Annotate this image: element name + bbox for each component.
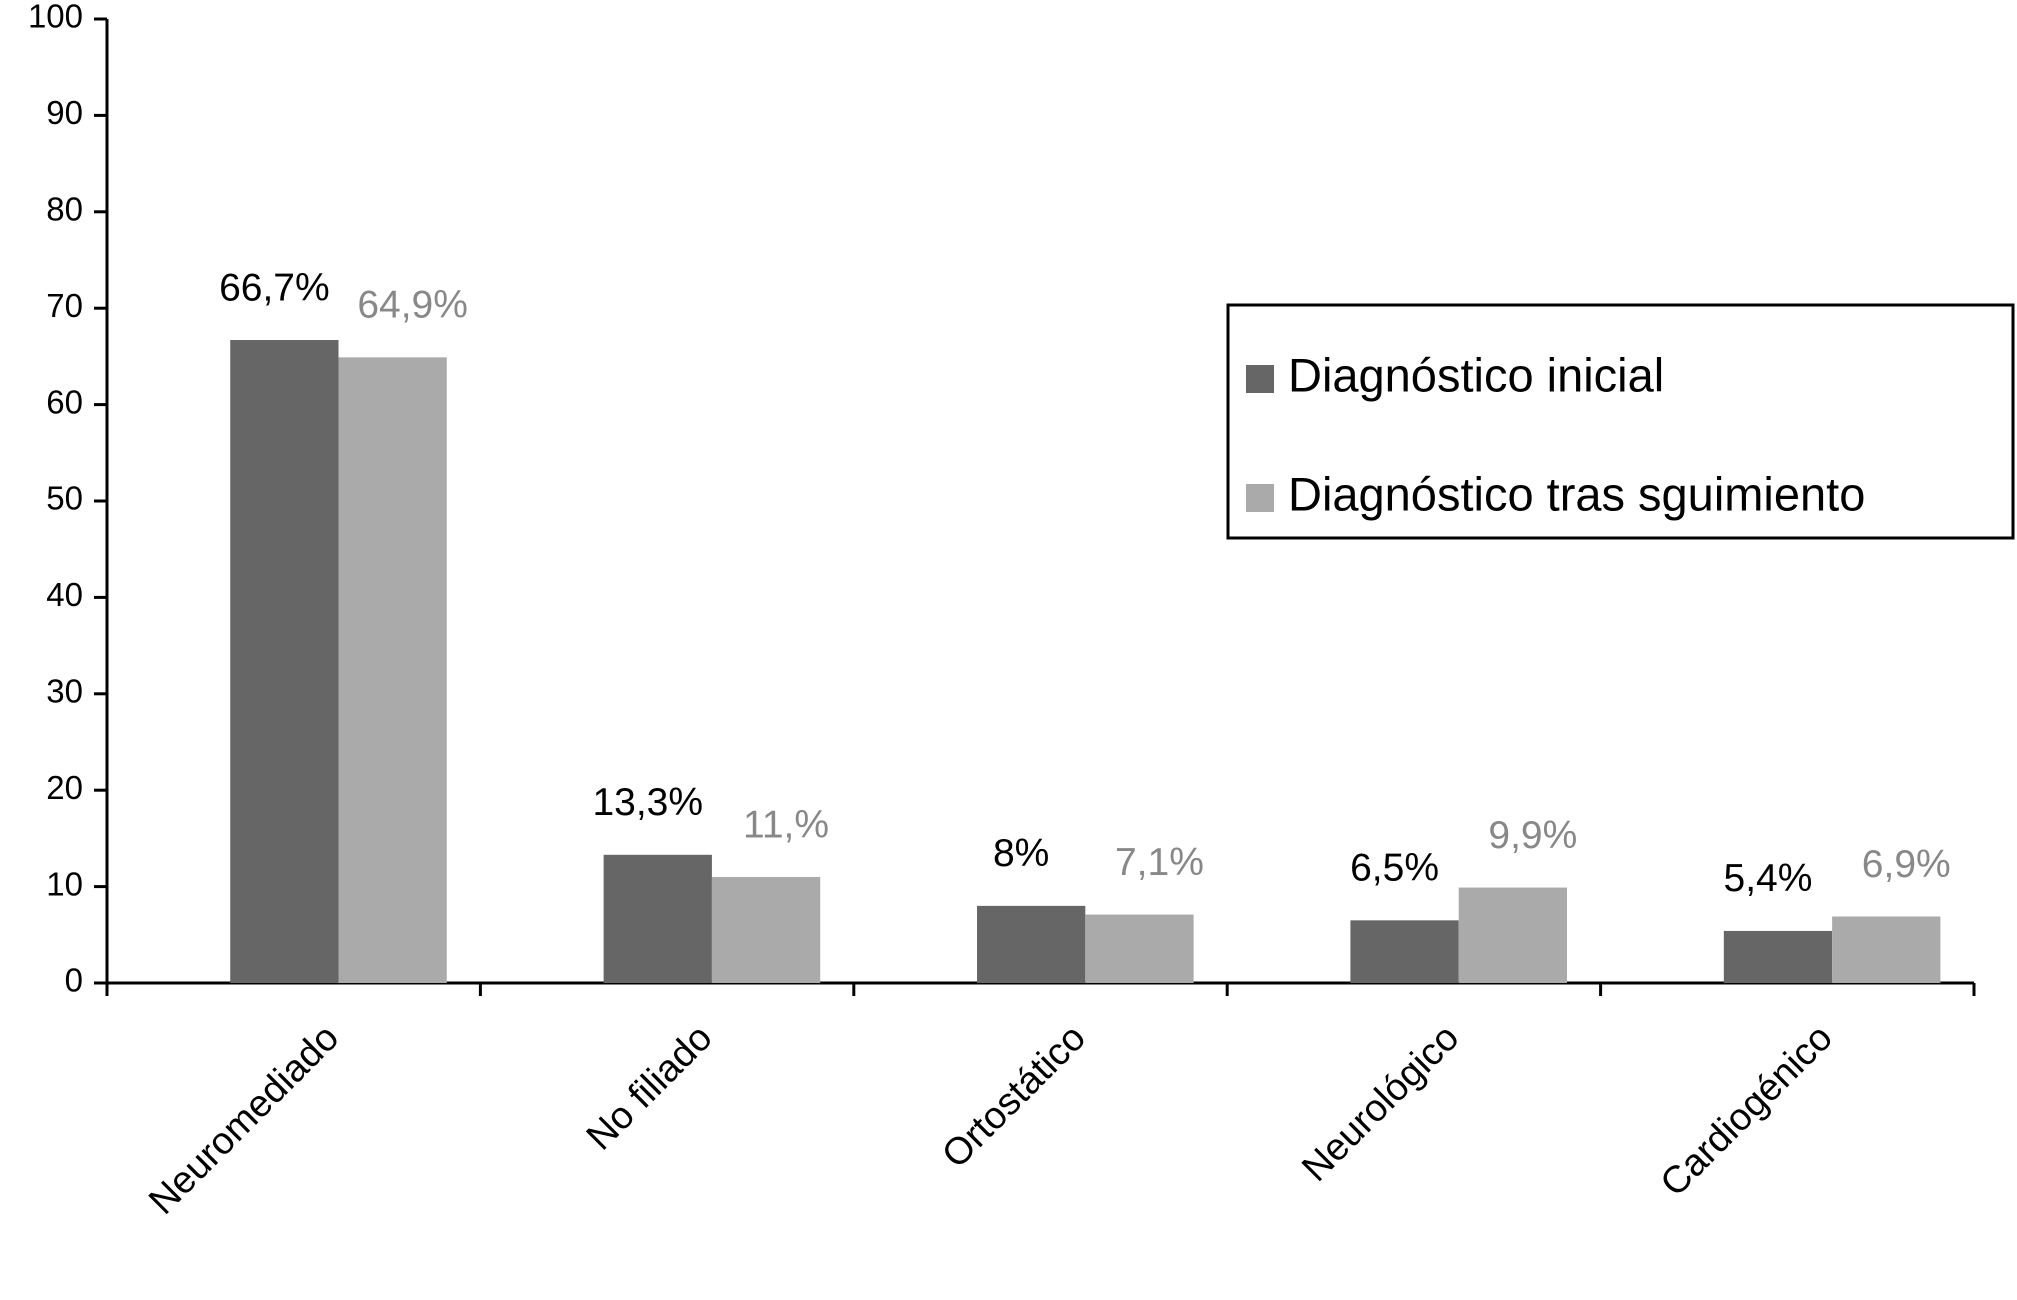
y-tick-label: 60 xyxy=(46,383,83,420)
y-tick-label: 100 xyxy=(28,0,83,35)
value-label: 6,5% xyxy=(1350,847,1439,890)
legend-swatch xyxy=(1246,365,1274,393)
y-tick-label: 80 xyxy=(46,191,83,228)
value-label: 64,9% xyxy=(357,284,468,327)
x-tick-label: Neuromediado xyxy=(141,1017,347,1223)
value-label: 5,4% xyxy=(1724,857,1813,900)
x-tick-label: Neurológico xyxy=(1294,1017,1467,1190)
bar xyxy=(1723,930,1833,983)
y-tick-label: 20 xyxy=(46,769,83,806)
y-tick-label: 70 xyxy=(46,287,83,324)
x-tick-label: Cardiogénico xyxy=(1653,1017,1841,1205)
bar xyxy=(230,340,339,984)
bar xyxy=(1085,914,1194,983)
value-label: 6,9% xyxy=(1862,843,1951,886)
x-tick-label: Ortostático xyxy=(934,1017,1094,1177)
y-tick-label: 0 xyxy=(65,962,83,999)
bar xyxy=(338,357,447,983)
bar xyxy=(1832,916,1941,983)
value-label: 11,% xyxy=(743,803,829,846)
x-tick-label: No filiado xyxy=(579,1017,721,1159)
value-label: 8% xyxy=(993,832,1049,875)
bar xyxy=(1350,920,1459,983)
y-tick-label: 10 xyxy=(46,865,83,902)
y-tick-label: 90 xyxy=(46,94,83,131)
bar xyxy=(977,905,1086,983)
bar xyxy=(603,854,712,983)
legend-label: Diagnóstico tras sguimiento xyxy=(1288,467,1865,520)
value-label: 7,1% xyxy=(1115,841,1204,884)
legend-label: Diagnóstico inicial xyxy=(1288,348,1664,401)
value-label: 66,7% xyxy=(219,266,330,309)
value-label: 9,9% xyxy=(1488,814,1577,857)
bar xyxy=(1458,887,1567,983)
y-tick-label: 40 xyxy=(46,576,83,613)
legend-swatch xyxy=(1246,484,1274,512)
y-tick-label: 50 xyxy=(46,480,83,517)
legend-box xyxy=(1226,303,2015,540)
y-tick-label: 30 xyxy=(46,673,83,710)
bar xyxy=(711,876,821,983)
value-label: 13,3% xyxy=(592,781,703,824)
